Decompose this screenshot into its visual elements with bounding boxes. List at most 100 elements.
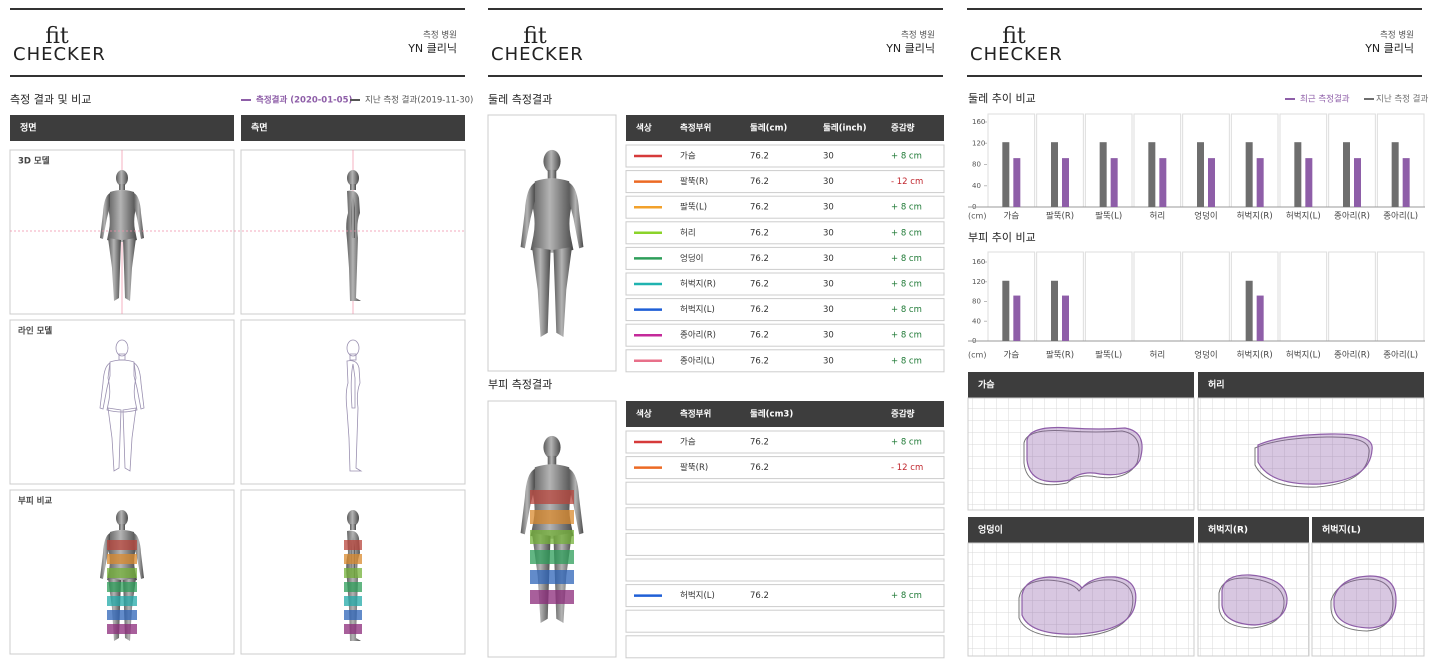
- bar: [1051, 142, 1058, 207]
- table-cell: 30: [823, 305, 834, 315]
- table-cell: 허벅지(R): [680, 279, 716, 290]
- card-header: 가슴: [978, 379, 995, 391]
- x-tick-label: 종아리(L): [1383, 211, 1418, 222]
- table-cell: 30: [823, 228, 834, 238]
- table-cell: 팔뚝(R): [680, 176, 708, 187]
- bar: [1062, 295, 1069, 341]
- row-label: 3D 모델: [18, 156, 50, 167]
- x-tick-label: 팔뚝(R): [1046, 350, 1074, 361]
- volume-band: [344, 568, 362, 578]
- x-tick-label: 엉덩이: [1194, 350, 1217, 361]
- table-cell: + 8 cm: [891, 305, 922, 315]
- table-cell: 30: [823, 280, 834, 290]
- table-row: [625, 170, 945, 194]
- table-row: [625, 272, 945, 296]
- table-cell: 30: [823, 254, 834, 264]
- column-header-bg: [241, 115, 465, 141]
- bar: [1208, 158, 1215, 207]
- category-box: [1328, 251, 1376, 342]
- table-cell: 종아리(R): [680, 330, 716, 341]
- card-header-bg: [1198, 372, 1424, 398]
- table-header: 측정부위: [680, 409, 711, 420]
- bar: [1402, 158, 1410, 207]
- volume-band: [530, 550, 574, 564]
- bar: [1294, 142, 1302, 207]
- table-cell: 팔뚝(L): [680, 202, 707, 213]
- volume-band: [107, 610, 137, 620]
- card-grid: [1197, 397, 1425, 511]
- legend-label: 지난 측정 결과(2019-11-30): [365, 95, 473, 106]
- table-header: 둘레(cm3): [750, 409, 793, 420]
- section-shape: [1333, 575, 1397, 629]
- x-tick-label: 팔뚝(L): [1095, 211, 1122, 222]
- table-cell: + 8 cm: [891, 228, 922, 238]
- x-tick-label: 팔뚝(R): [1046, 211, 1074, 222]
- card-header: 허리: [1208, 379, 1225, 391]
- y-tick-label: 120: [972, 278, 985, 286]
- table-row: [625, 298, 945, 322]
- table-cell: + 8 cm: [891, 591, 922, 601]
- card-grid: [967, 397, 1195, 511]
- table-row: [625, 584, 945, 608]
- table-row: [625, 349, 945, 373]
- y-tick-label: 120: [972, 139, 985, 147]
- section-shape: [1021, 576, 1137, 635]
- bar: [1245, 280, 1253, 341]
- category-box: [1376, 113, 1425, 208]
- table-cell: - 12 cm: [891, 177, 923, 187]
- x-tick-label: 종아리(L): [1383, 350, 1418, 361]
- category-box: [987, 113, 1036, 208]
- card-header-bg: [968, 517, 1194, 543]
- table-cell: 76.2: [750, 305, 769, 315]
- section-outline: [1254, 436, 1370, 488]
- table-cell: 30: [823, 203, 834, 213]
- table-cell: + 8 cm: [891, 254, 922, 264]
- table-cell: 76.2: [750, 203, 769, 213]
- category-box: [1036, 251, 1084, 342]
- hospital-name: YN 클리닉: [885, 42, 935, 55]
- volume-band: [107, 582, 137, 592]
- card-header-bg: [1312, 517, 1424, 543]
- table-header: 증감량: [891, 409, 915, 420]
- table-row: [625, 221, 945, 245]
- bar: [1256, 295, 1264, 341]
- model-cell: [240, 319, 466, 485]
- card-header: 허벅지(R): [1208, 524, 1248, 536]
- category-box: [1084, 113, 1133, 208]
- table-row: [625, 195, 945, 219]
- bar: [1051, 280, 1058, 341]
- table-cell: 76.2: [750, 356, 769, 366]
- table-cell: 가슴: [680, 152, 696, 162]
- category-box: [1182, 113, 1230, 208]
- table-cell: 허벅지(L): [680, 590, 715, 601]
- table-cell: 76.2: [750, 228, 769, 238]
- logo-bottom: CHECKER: [970, 44, 1063, 65]
- x-tick-label: 허리: [1150, 351, 1166, 361]
- bar: [1099, 142, 1107, 207]
- table-row: [625, 430, 945, 454]
- table-header: 증감량: [891, 123, 915, 134]
- table-row: [625, 635, 945, 659]
- legend-label: 최근 측정결과: [1300, 94, 1350, 105]
- table-row: [625, 558, 945, 582]
- section-outline: [1330, 578, 1394, 632]
- x-tick-label: 허벅지(L): [1286, 350, 1321, 361]
- column-header: 측면: [251, 122, 268, 134]
- x-tick-label: 가슴: [1004, 351, 1020, 361]
- volume-band: [530, 590, 574, 604]
- volume-band: [107, 540, 137, 550]
- table-cell: 허벅지(L): [680, 304, 715, 315]
- bar: [1305, 158, 1313, 207]
- volume-band: [344, 554, 362, 564]
- row-label: 부피 비교: [18, 496, 52, 507]
- y-tick-label: 80: [972, 161, 981, 169]
- table-row: [625, 507, 945, 531]
- volume-band: [530, 570, 574, 584]
- table-cell: 30: [823, 152, 834, 162]
- x-tick-label: 허벅지(R): [1237, 211, 1273, 222]
- y-tick-label: 40: [972, 317, 981, 325]
- table-cell: + 8 cm: [891, 152, 922, 162]
- table-cell: 엉덩이: [680, 253, 703, 264]
- table-cell: 가슴: [680, 438, 696, 448]
